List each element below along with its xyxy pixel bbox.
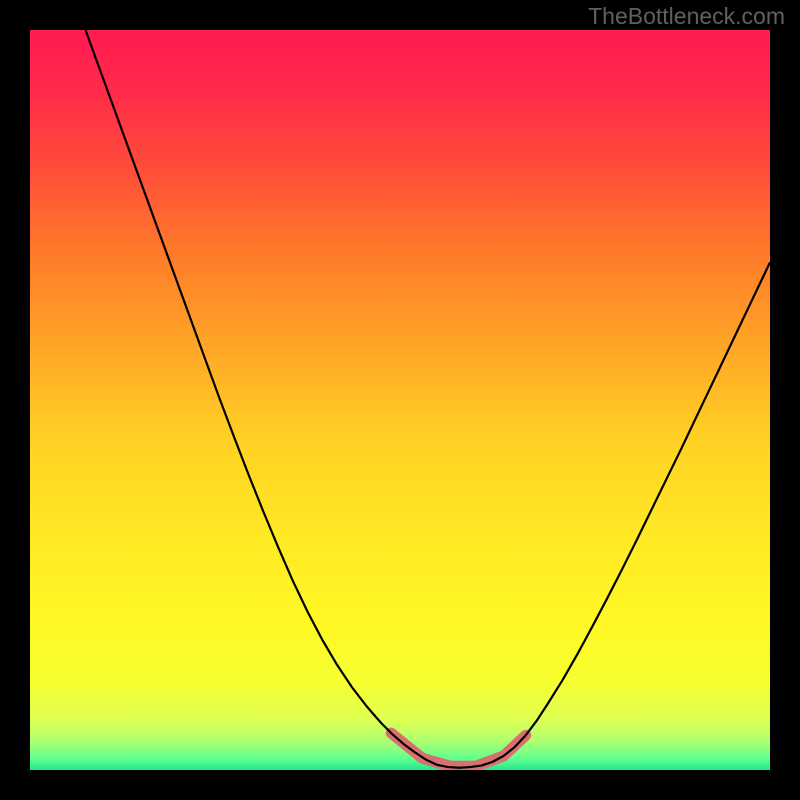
- bottleneck-curve-plot: [30, 30, 770, 770]
- plot-background: [30, 30, 770, 770]
- chart-root: TheBottleneck.com: [0, 0, 800, 800]
- watermark-text: TheBottleneck.com: [588, 3, 785, 30]
